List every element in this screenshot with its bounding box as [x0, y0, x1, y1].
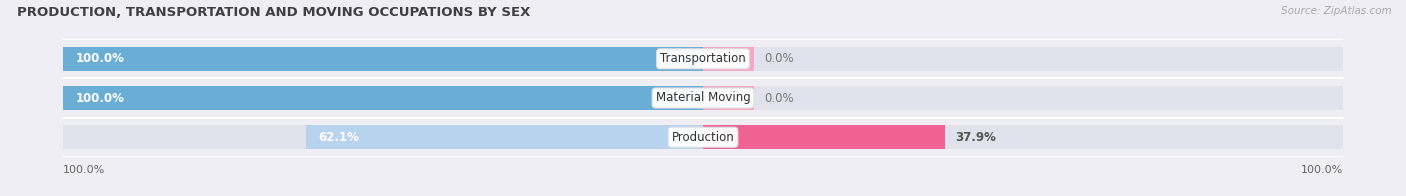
Bar [63, 47, 703, 71]
Bar [63, 125, 703, 149]
Text: 0.0%: 0.0% [763, 52, 793, 65]
Text: Production: Production [672, 131, 734, 144]
Bar [63, 86, 703, 110]
Text: 62.1%: 62.1% [319, 131, 360, 144]
Bar [703, 125, 1343, 149]
Text: 100.0%: 100.0% [76, 52, 125, 65]
Text: PRODUCTION, TRANSPORTATION AND MOVING OCCUPATIONS BY SEX: PRODUCTION, TRANSPORTATION AND MOVING OC… [17, 6, 530, 19]
Bar [63, 47, 703, 71]
Bar [703, 125, 945, 149]
Bar [703, 47, 1343, 71]
Text: 37.9%: 37.9% [955, 131, 995, 144]
Text: 0.0%: 0.0% [763, 92, 793, 104]
Text: 100.0%: 100.0% [1301, 165, 1343, 175]
Bar [63, 86, 703, 110]
Bar [703, 86, 1343, 110]
Bar [305, 125, 703, 149]
Bar [703, 47, 754, 71]
Bar [703, 86, 754, 110]
Text: Material Moving: Material Moving [655, 92, 751, 104]
Text: 100.0%: 100.0% [63, 165, 105, 175]
Text: Source: ZipAtlas.com: Source: ZipAtlas.com [1281, 6, 1392, 16]
Text: 100.0%: 100.0% [76, 92, 125, 104]
Text: Transportation: Transportation [661, 52, 745, 65]
